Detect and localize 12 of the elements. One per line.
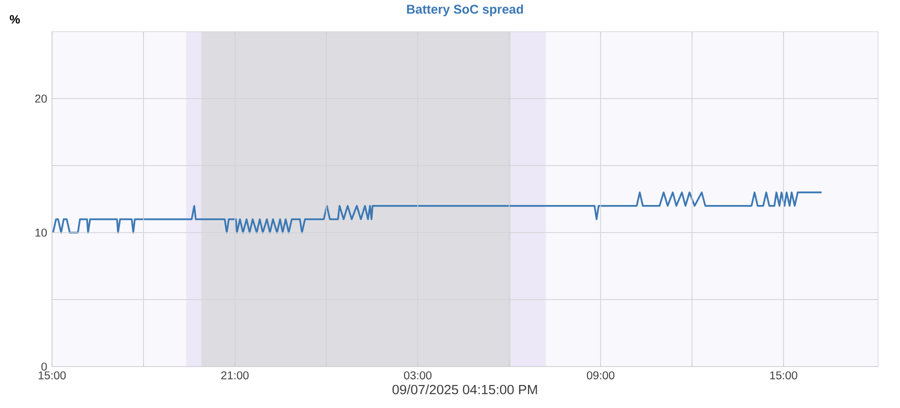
y-tick-label: 10 — [36, 228, 47, 237]
chart-title: Battery SoC spread — [407, 4, 523, 16]
y-tick-label: 0 — [41, 362, 47, 371]
y-axis-title: % — [10, 15, 20, 24]
x-axis-title: 09/07/2025 04:15:00 PM — [392, 384, 537, 394]
x-tick-label: 21:00 — [221, 372, 249, 380]
x-tick-label: 15:00 — [38, 372, 66, 380]
x-tick-label: 03:00 — [404, 372, 432, 380]
x-tick-label: 09:00 — [586, 372, 614, 380]
x-tick-label: 15:00 — [770, 372, 798, 380]
line-series — [52, 192, 822, 234]
y-tick-label: 20 — [35, 94, 47, 103]
